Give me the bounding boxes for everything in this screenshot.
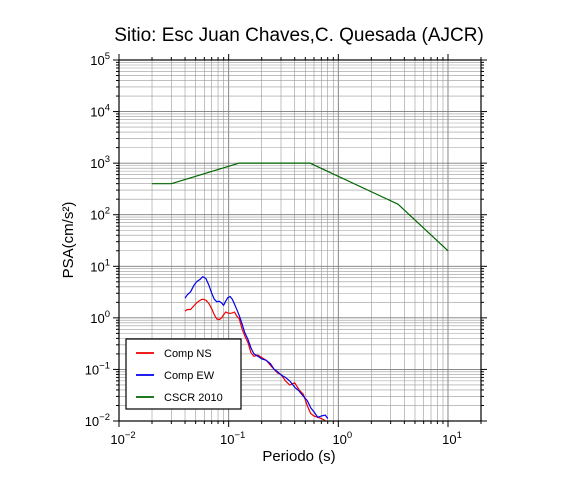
y-tick-label: 105 (90, 51, 110, 68)
legend-label: Comp EW (164, 370, 215, 382)
x-axis-label: Periodo (s) (262, 448, 335, 465)
x-tick-label: 10−1 (220, 430, 245, 447)
y-tick-label: 10−1 (85, 360, 110, 377)
legend: Comp NS Comp EW CSCR 2010 (125, 338, 242, 410)
y-tick-label: 103 (90, 154, 110, 171)
y-tick-label: 10−2 (85, 412, 110, 429)
x-tick-label: 100 (332, 430, 352, 447)
y-tick-label: 101 (90, 257, 110, 274)
chart-title: Sitio: Esc Juan Chaves,C. Quesada (AJCR) (114, 25, 484, 46)
legend-label: CSCR 2010 (164, 392, 223, 404)
y-tick-label: 100 (90, 309, 110, 326)
series-layer (152, 162, 449, 422)
x-tick-label: 101 (442, 430, 462, 447)
series-line-comp-ns (184, 298, 326, 422)
tick-labels: 10−2 10−1 100 101 10−2 10−1 100 101 102 103 104 105 (85, 51, 462, 447)
y-tick-label: 102 (90, 206, 110, 223)
y-tick-label: 104 (90, 103, 110, 120)
legend-label: Comp NS (164, 348, 212, 360)
x-tick-label: 10−2 (110, 430, 135, 447)
tick-marks (113, 54, 487, 427)
series-line-comp-ew (184, 276, 329, 419)
series-line-cscr-2010 (152, 162, 449, 252)
plot-frame (118, 59, 482, 422)
y-axis-label: PSA(cm/s²) (60, 202, 77, 279)
